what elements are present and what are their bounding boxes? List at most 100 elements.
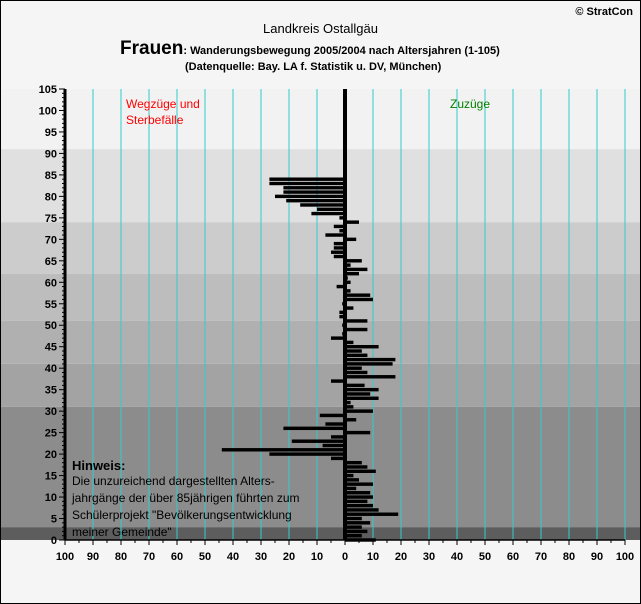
x-tick-label-20: 100 — [616, 551, 634, 563]
bar-age-77 — [317, 207, 345, 211]
bar-age-3 — [345, 525, 362, 529]
bar-age-6 — [345, 512, 399, 516]
x-tick-label-7: 30 — [255, 551, 267, 563]
bar-age-25 — [345, 430, 371, 435]
bar-age-71 — [325, 233, 345, 237]
bar-age-47 — [331, 336, 345, 340]
bar-age-1 — [345, 533, 362, 538]
bar-age-17 — [345, 465, 368, 469]
y-tick-label-90: 90 — [45, 148, 57, 160]
bar-age-9 — [345, 499, 368, 504]
x-tick-label-9: 10 — [311, 551, 323, 563]
bar-age-29 — [319, 413, 345, 418]
y-tick-label-55: 55 — [45, 299, 57, 311]
bar-age-22 — [322, 443, 345, 448]
bar-age-72 — [339, 229, 345, 233]
bar-age-73 — [333, 224, 345, 229]
y-tick-label-105: 105 — [39, 84, 57, 96]
bar-age-65 — [345, 259, 362, 263]
bar-age-41 — [345, 362, 393, 366]
bar-age-63 — [345, 267, 368, 272]
bar-age-67 — [331, 250, 345, 254]
y-tick-label-25: 25 — [45, 428, 57, 440]
right-label: Zuzüge — [450, 97, 491, 111]
bar-age-30 — [345, 409, 373, 413]
x-tick-label-18: 80 — [563, 551, 575, 563]
x-tick-label-2: 80 — [115, 551, 127, 563]
y-tick-label-45: 45 — [45, 342, 57, 354]
x-tick-label-1: 90 — [87, 551, 99, 563]
bar-age-83 — [269, 181, 345, 186]
x-tick-label-4: 60 — [171, 551, 183, 563]
bar-age-52 — [339, 314, 345, 319]
bar-age-34 — [345, 392, 371, 396]
y-tick-label-75: 75 — [45, 213, 57, 225]
x-tick-label-3: 70 — [143, 551, 155, 563]
bar-age-2 — [345, 529, 368, 534]
bar-age-20 — [269, 452, 345, 456]
bar-age-59 — [336, 284, 345, 289]
bar-age-18 — [345, 460, 362, 465]
y-tick-label-40: 40 — [45, 363, 57, 375]
bar-age-81 — [283, 190, 345, 194]
bar-age-4 — [345, 521, 371, 525]
bar-age-39 — [345, 370, 368, 375]
bar-age-37 — [331, 379, 345, 383]
x-tick-label-11: 10 — [367, 551, 379, 563]
note-title: Hinweis: — [72, 458, 126, 473]
note-line-3: Schülerprojekt "Bevölkerungsentwicklung — [72, 508, 292, 522]
y-tick-label-10: 10 — [45, 492, 57, 504]
bar-age-70 — [345, 237, 357, 242]
bar-age-51 — [345, 319, 368, 323]
note-line-1: Die unzureichend dargestellten Alters- — [72, 474, 275, 488]
bar-age-26 — [283, 426, 345, 431]
bar-age-40 — [345, 366, 362, 370]
bar-age-69 — [333, 241, 345, 246]
bar-age-33 — [345, 396, 379, 400]
bar-age-12 — [345, 486, 357, 491]
bar-age-76 — [311, 211, 345, 216]
bar-age-38 — [345, 375, 396, 379]
band-7 — [1, 89, 640, 150]
x-tick-label-0: 100 — [56, 551, 74, 563]
chart-title: Frauen: Wanderungsbewegung 2005/2004 nac… — [120, 38, 500, 60]
bar-age-62 — [345, 271, 359, 276]
bar-age-44 — [345, 349, 362, 353]
bar-age-68 — [333, 246, 345, 250]
bar-age-42 — [345, 357, 396, 362]
bar-age-54 — [345, 306, 354, 310]
y-tick-label-20: 20 — [45, 449, 57, 461]
bar-age-56 — [345, 297, 373, 302]
band-4 — [1, 273, 640, 321]
note-line-2: jahrgänge der über 85jährigen führten zu… — [72, 491, 300, 505]
bar-age-36 — [345, 383, 365, 388]
bar-age-24 — [331, 435, 345, 439]
bar-age-8 — [345, 503, 373, 508]
bar-age-19 — [331, 456, 345, 461]
bar-age-84 — [269, 177, 345, 181]
bar-age-35 — [345, 387, 379, 392]
y-tick-label-15: 15 — [45, 471, 57, 483]
bar-age-31 — [345, 405, 354, 409]
band-6 — [1, 149, 640, 223]
bar-age-14 — [345, 478, 359, 482]
y-tick-label-5: 5 — [51, 514, 57, 526]
x-tick-label-14: 40 — [451, 551, 463, 563]
x-tick-label-13: 30 — [423, 551, 435, 563]
bar-age-15 — [345, 473, 354, 478]
y-tick-label-95: 95 — [45, 127, 57, 139]
note-line-4: meiner Gemeinde" — [72, 525, 172, 539]
bar-age-16 — [345, 469, 376, 473]
y-tick-label-30: 30 — [45, 406, 57, 418]
bar-age-58 — [345, 289, 351, 293]
bar-age-11 — [345, 491, 371, 495]
bar-age-49 — [345, 327, 368, 332]
chart-region-title: Landkreis Ostallgäu — [263, 21, 378, 36]
bar-age-74 — [345, 220, 359, 224]
bar-age-32 — [345, 400, 351, 405]
copyright-label: © StratCon — [575, 6, 633, 18]
bar-age-80 — [275, 194, 345, 199]
band-2 — [1, 363, 640, 407]
bar-age-28 — [345, 418, 357, 422]
